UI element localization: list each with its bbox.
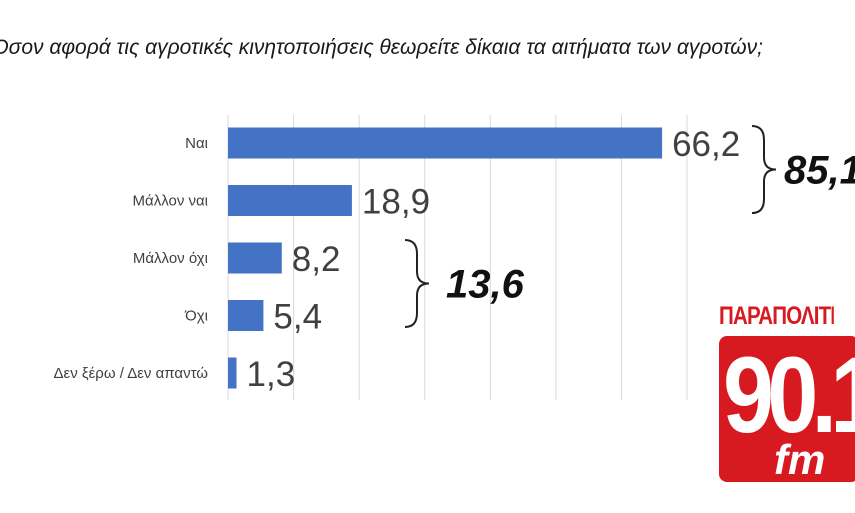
group-brace — [751, 125, 777, 214]
value-label: 18,9 — [362, 183, 430, 222]
value-label: 66,2 — [672, 125, 740, 164]
logo-box: 90.1 fm — [719, 336, 855, 482]
bar — [228, 242, 282, 274]
group-brace — [404, 239, 430, 328]
category-label: Δεν ξέρω / Δεν απαντώ — [54, 365, 209, 382]
group-total-label: 85,1 — [784, 149, 855, 193]
logo-band: fm — [774, 436, 826, 482]
group-total-label: 13,6 — [446, 263, 525, 307]
bar — [228, 357, 237, 389]
bar — [228, 300, 264, 331]
chart-title: Όσον αφορά τις αγροτικές κινητοποιήσεις … — [0, 36, 763, 59]
radio-logo: ΠΑΡΑΠΟΛΙΤΙΚΑ 90.1 fm — [719, 302, 855, 482]
bar — [228, 127, 663, 159]
category-label: Ναι — [185, 135, 208, 152]
logo-frequency: 90.1 — [723, 336, 855, 455]
category-label: Μάλλον όχι — [133, 250, 208, 267]
category-label: Μάλλον ναι — [133, 193, 208, 210]
value-label: 8,2 — [292, 240, 341, 279]
bar — [228, 185, 352, 216]
category-label: Όχι — [184, 308, 208, 325]
logo-top-text: ΠΑΡΑΠΟΛΙΤΙΚΑ — [719, 302, 834, 330]
value-label: 1,3 — [247, 355, 296, 394]
value-label: 5,4 — [273, 298, 322, 337]
